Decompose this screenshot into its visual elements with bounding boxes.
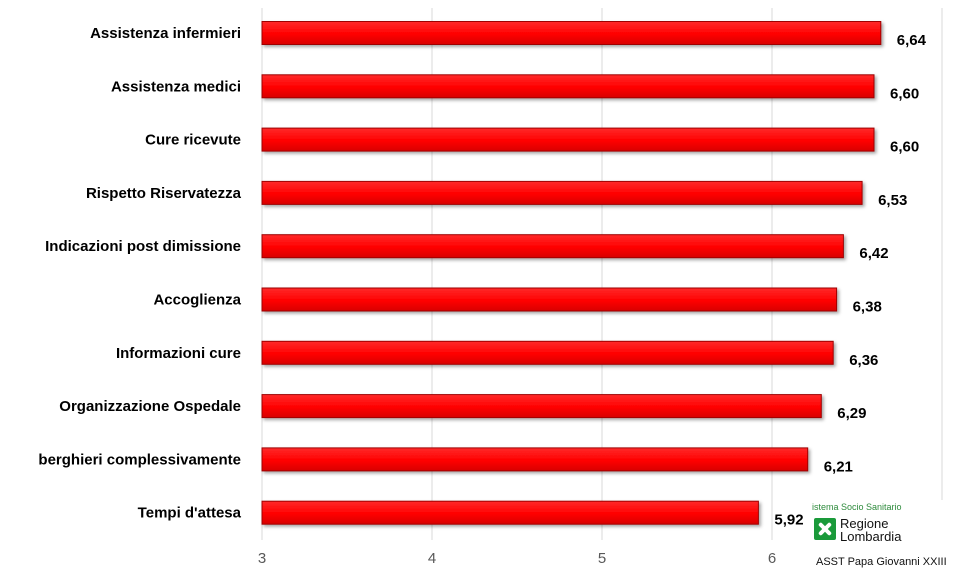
category-label: Organizzazione Ospedale [59,398,241,415]
value-label: 6,60 [890,139,919,156]
category-label: berghieri complessivamente [38,451,241,468]
logo-system-text: istema Socio Sanitario [812,502,902,512]
category-labels: Assistenza infermieri Assistenza medici Cu… [38,25,241,522]
category-label: Indicazioni post dimissione [45,238,241,255]
x-tick-label: 6 [768,550,776,567]
category-label: Rispetto Riservatezza [86,185,242,202]
bar [261,500,759,525]
value-labels: 6,64 6,60 6,60 6,53 6,42 6,38 6,36 6,29 6,21 5,92 [774,32,926,529]
value-label: 6,38 [853,299,882,316]
bar [261,287,838,312]
x-tick-label: 3 [258,550,266,567]
value-label: 6,21 [824,458,853,475]
value-label: 5,92 [774,512,803,529]
category-label: Assistenza medici [111,78,241,95]
category-label: Accoglienza [153,292,241,309]
bar [261,127,875,152]
value-label: 6,29 [837,405,866,422]
logo-hospital-text: ASST Papa Giovanni XXIII [816,556,947,568]
x-tick-label: 5 [598,550,606,567]
bar [261,340,834,365]
value-label: 6,36 [849,352,878,369]
category-label: Cure ricevute [145,132,241,149]
value-label: 6,53 [878,192,907,209]
category-label: Informazioni cure [116,345,241,362]
bar [261,447,809,472]
category-label: Tempi d'attesa [138,505,242,522]
value-label: 6,42 [859,245,888,262]
bar [261,234,844,259]
value-label: 6,60 [890,85,919,102]
logo-region-name: Regione Lombardia [840,517,901,543]
regione-lombardia-logo: istema Socio Sanitario Regione Lombardia… [812,500,957,571]
logo-region-line1: Regione [840,516,889,531]
bar [261,74,875,99]
category-label: Assistenza infermieri [90,25,241,42]
bar [261,21,882,45]
bar [261,180,863,205]
lombardia-rose-icon [814,518,836,540]
bar [261,394,822,419]
logo-region-line2: Lombardia [840,529,902,544]
bars [261,21,882,525]
value-label: 6,64 [897,32,927,49]
x-tick-label: 4 [428,550,436,567]
